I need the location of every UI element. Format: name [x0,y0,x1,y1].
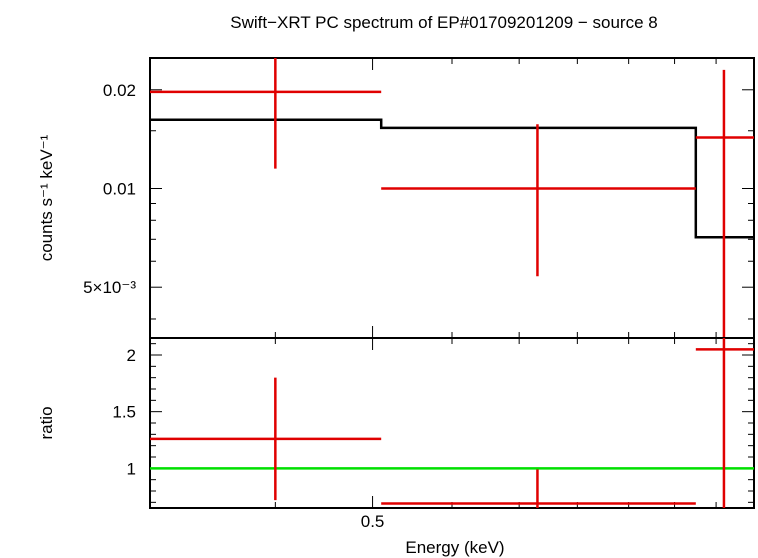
x-axis-label: Energy (keV) [405,538,504,557]
spectrum-panel: 0.02 0.01 5×10⁻³ counts s⁻¹ keV⁻¹ [37,57,755,339]
ratio-data-point [150,377,382,501]
spectrum-y-tick-label: 0.01 [103,179,136,198]
spectrum-y-tick-label: 0.02 [103,81,136,100]
x-tick-label: 0.5 [361,512,385,531]
ratio-y-tick-label: 2 [127,346,136,365]
ratio-panel: 2 1.5 1 0.5 ratio Energy (keV) [37,337,755,557]
ratio-panel-frame [149,337,755,509]
ratio-y-tick-label: 1.5 [112,403,136,422]
ratio-data-point [381,469,696,508]
ratio-y-tick-label: 1 [127,459,136,478]
ratio-y-axis-label: ratio [37,406,56,439]
spectrum-panel-frame [149,57,755,339]
spectrum-y-tick-label: 5×10⁻³ [83,278,136,297]
spectrum-data-point [695,69,754,338]
ratio-data-point [695,338,754,508]
spectrum-y-axis-label: counts s⁻¹ keV⁻¹ [37,134,56,261]
spectrum-data-point [150,58,382,169]
model-step-line [150,118,754,239]
spectrum-data-point [381,124,696,277]
chart-title: Swift−XRT PC spectrum of EP#01709201209 … [230,13,657,32]
